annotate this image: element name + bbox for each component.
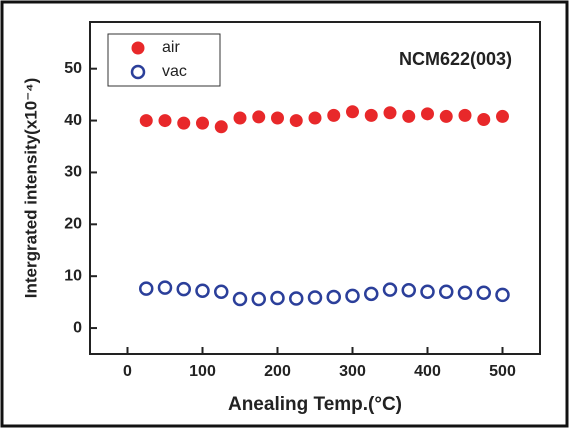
data-point	[364, 286, 379, 302]
legend-box	[107, 33, 221, 87]
data-point	[382, 282, 398, 297]
data-point	[439, 284, 454, 299]
data-point	[214, 284, 229, 299]
data-point	[289, 291, 304, 306]
data-point	[496, 109, 509, 123]
plot-frame	[89, 21, 541, 355]
x-tick-label: 400	[414, 363, 441, 380]
data-point	[214, 120, 228, 134]
legend-label: air	[162, 39, 180, 56]
data-point	[232, 291, 248, 307]
data-point	[195, 283, 210, 298]
data-point	[402, 109, 416, 123]
data-point	[176, 281, 191, 297]
data-point	[196, 116, 209, 130]
y-axis-label: Intergrated intensity(x10⁻⁴)	[21, 78, 40, 299]
x-axis-label: Anealing Temp.(°C)	[228, 394, 402, 415]
data-point	[401, 282, 416, 298]
legend-marker	[131, 41, 145, 55]
data-point	[157, 280, 173, 295]
x-tick-label: 300	[339, 363, 366, 380]
data-point	[158, 114, 172, 128]
data-point	[252, 110, 266, 124]
data-point	[139, 114, 153, 128]
data-point	[420, 284, 435, 299]
data-point	[476, 285, 491, 301]
x-tick-label: 200	[264, 363, 291, 380]
data-point	[139, 281, 154, 296]
data-point	[308, 111, 322, 125]
y-tick-label: 50	[64, 60, 82, 77]
data-point	[346, 105, 359, 119]
data-point	[345, 288, 360, 304]
data-point	[364, 108, 378, 122]
data-point	[495, 287, 510, 303]
annotation: NCM622(003)	[399, 49, 512, 69]
legend-marker	[130, 64, 146, 80]
y-tick-label: 20	[64, 216, 82, 233]
data-point	[327, 108, 341, 122]
data-point	[421, 107, 434, 121]
data-point	[477, 113, 491, 127]
y-tick-label: 40	[64, 112, 82, 129]
data-point	[270, 290, 285, 306]
data-point	[326, 289, 341, 305]
y-tick-label: 10	[64, 267, 82, 284]
x-tick-label: 500	[489, 363, 516, 380]
data-point	[307, 290, 323, 305]
x-tick-label: 0	[123, 363, 132, 380]
legend-label: vac	[162, 63, 187, 80]
data-point	[383, 106, 397, 120]
data-point	[457, 285, 473, 301]
data-point	[271, 111, 284, 125]
data-point	[251, 291, 266, 307]
data-point	[233, 111, 247, 125]
x-tick-label: 100	[189, 363, 216, 380]
data-point	[439, 109, 453, 123]
data-point	[177, 116, 191, 130]
data-point	[289, 114, 303, 128]
y-tick-label: 0	[73, 319, 82, 336]
y-tick-label: 30	[64, 164, 82, 181]
data-point	[458, 108, 472, 122]
